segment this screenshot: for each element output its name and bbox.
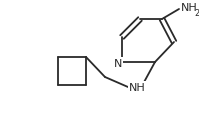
Text: N: N: [114, 59, 122, 68]
Text: 2: 2: [194, 8, 199, 17]
Text: NH: NH: [181, 3, 198, 13]
Text: NH: NH: [129, 82, 145, 92]
